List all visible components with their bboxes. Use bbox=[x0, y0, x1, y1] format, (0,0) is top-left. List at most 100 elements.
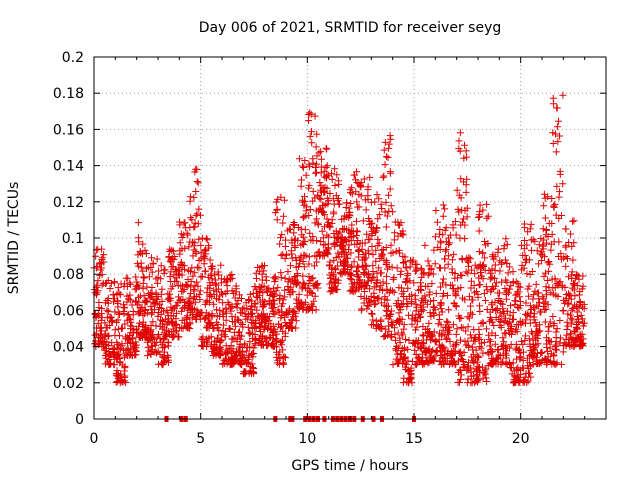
data-point bbox=[148, 254, 156, 262]
data-point bbox=[384, 154, 392, 162]
data-point bbox=[391, 218, 399, 226]
data-point bbox=[562, 296, 570, 304]
data-point bbox=[520, 220, 528, 228]
data-point bbox=[374, 215, 382, 223]
data-point bbox=[368, 243, 376, 251]
data-point bbox=[357, 183, 365, 191]
data-point bbox=[381, 325, 389, 333]
data-point bbox=[433, 218, 441, 226]
data-point bbox=[470, 337, 478, 345]
data-point bbox=[542, 305, 550, 313]
data-point bbox=[265, 297, 273, 305]
data-point bbox=[169, 282, 177, 290]
data-point bbox=[407, 298, 415, 306]
data-point bbox=[455, 137, 463, 145]
data-point bbox=[279, 219, 287, 227]
data-point bbox=[178, 245, 186, 253]
data-point bbox=[205, 244, 213, 252]
data-point bbox=[293, 279, 301, 287]
data-point bbox=[406, 374, 414, 382]
data-point bbox=[470, 351, 478, 359]
data-point bbox=[121, 362, 129, 370]
data-point bbox=[540, 236, 548, 244]
data-point bbox=[380, 146, 388, 154]
data-point bbox=[527, 220, 535, 228]
data-point bbox=[525, 282, 533, 290]
data-point bbox=[117, 325, 125, 333]
data-point bbox=[429, 332, 437, 340]
data-point bbox=[186, 197, 194, 205]
data-point bbox=[198, 272, 206, 280]
data-point bbox=[578, 330, 586, 338]
data-point bbox=[289, 220, 297, 228]
data-point bbox=[217, 351, 225, 359]
data-point bbox=[502, 276, 510, 284]
data-point bbox=[457, 355, 465, 363]
data-point bbox=[197, 249, 205, 257]
data-point bbox=[475, 363, 483, 371]
data-point bbox=[392, 300, 400, 308]
data-point bbox=[485, 336, 493, 344]
data-point bbox=[106, 360, 114, 368]
data-point bbox=[456, 336, 464, 344]
data-point bbox=[208, 348, 216, 356]
data-point bbox=[458, 206, 466, 214]
data-point bbox=[143, 338, 151, 346]
data-point bbox=[288, 323, 296, 331]
data-point bbox=[243, 305, 251, 313]
data-point bbox=[570, 217, 578, 225]
data-point bbox=[408, 379, 416, 387]
x-axis-tick-labels: 0 5 10 15 20 bbox=[90, 431, 530, 447]
data-point bbox=[377, 252, 385, 260]
data-point bbox=[326, 223, 334, 231]
data-point bbox=[300, 213, 308, 221]
data-point bbox=[431, 338, 439, 346]
data-point bbox=[95, 333, 103, 341]
data-point bbox=[406, 256, 414, 264]
data-point bbox=[107, 351, 115, 359]
data-point bbox=[302, 171, 310, 179]
data-point bbox=[380, 172, 388, 180]
y-axis-tick-labels: 0 0.02 0.04 0.06 0.08 0.1 0.12 0.14 0.16 0.18 0.2 bbox=[53, 50, 84, 428]
data-point bbox=[445, 326, 453, 334]
data-point bbox=[449, 321, 457, 329]
data-point bbox=[299, 279, 307, 287]
data-point bbox=[389, 208, 397, 216]
data-point bbox=[487, 348, 495, 356]
data-point bbox=[262, 273, 270, 281]
data-point bbox=[526, 342, 534, 350]
data-point bbox=[190, 246, 198, 254]
data-point bbox=[225, 325, 233, 333]
data-point bbox=[419, 361, 427, 369]
data-point bbox=[229, 356, 237, 364]
data-point bbox=[357, 192, 365, 200]
data-point bbox=[375, 264, 383, 272]
data-point bbox=[176, 239, 184, 247]
data-point bbox=[222, 316, 230, 324]
data-point bbox=[381, 293, 389, 301]
data-point bbox=[251, 330, 259, 338]
data-point bbox=[320, 167, 328, 175]
data-point bbox=[138, 331, 146, 339]
data-point bbox=[208, 275, 216, 283]
data-point bbox=[301, 156, 309, 164]
data-point bbox=[244, 358, 252, 366]
data-point bbox=[475, 227, 483, 235]
data-point bbox=[390, 288, 398, 296]
data-point bbox=[323, 172, 331, 180]
data-point bbox=[260, 326, 268, 334]
data-point bbox=[139, 311, 147, 319]
data-point bbox=[373, 269, 381, 277]
data-point bbox=[365, 249, 373, 257]
data-point bbox=[180, 219, 188, 227]
data-point bbox=[542, 225, 550, 233]
data-point bbox=[361, 288, 369, 296]
data-point bbox=[195, 264, 203, 272]
data-point bbox=[317, 186, 325, 194]
data-point bbox=[164, 351, 172, 359]
data-point bbox=[567, 314, 575, 322]
data-point bbox=[555, 193, 563, 201]
data-point bbox=[446, 351, 454, 359]
data-point bbox=[103, 314, 111, 322]
data-point bbox=[124, 346, 132, 354]
